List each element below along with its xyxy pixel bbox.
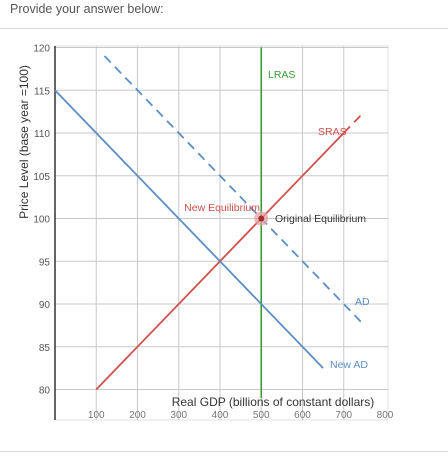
y-tick-label: 110	[34, 129, 50, 140]
series-new-ad-line	[54, 89, 324, 369]
divider	[0, 28, 448, 29]
x-axis-label: Real GDP (billions of constant dollars)	[172, 395, 375, 409]
y-tick-label: 80	[39, 386, 51, 397]
marks	[254, 211, 269, 226]
equilibrium-point	[258, 215, 265, 222]
label-lras: LRAS	[268, 69, 295, 81]
ticks: 80 85 90 95 100 105 110 115 120 100 200 300 400 500 60…	[33, 44, 393, 422]
label-new-equilibrium: New Equilibrium	[184, 202, 260, 214]
x-tick-label: 600	[294, 410, 311, 421]
x-tick-label: 800	[377, 410, 394, 421]
label-ad: AD	[355, 296, 370, 308]
divider	[0, 451, 448, 452]
y-tick-label: 100	[33, 215, 50, 226]
curve-labels: LRAS SRAS AD New AD New Equilibrium Original …	[184, 69, 370, 371]
x-tick-label: 500	[253, 410, 270, 421]
label-sras: SRAS	[318, 126, 347, 138]
y-tick-label: 90	[39, 300, 51, 311]
series-ad-dashed-line	[103, 55, 366, 326]
x-tick-label: 300	[170, 410, 187, 421]
x-tick-label: 200	[129, 410, 146, 421]
y-tick-label: 85	[39, 343, 51, 354]
x-tick-label: 700	[335, 410, 352, 421]
x-tick-label: 100	[88, 410, 105, 421]
prompt-text: Provide your answer below:	[10, 2, 164, 16]
y-tick-label: 105	[33, 172, 50, 183]
y-tick-label: 95	[39, 257, 51, 268]
x-tick-label: 400	[212, 410, 229, 421]
y-tick-label: 115	[34, 86, 50, 97]
label-original-equilibrium: Original Equilibrium	[275, 213, 366, 225]
y-axis-label: Price Level (base year =100)	[17, 65, 31, 219]
series-sras-dashed-line	[343, 111, 366, 134]
y-tick-label: 120	[33, 44, 50, 55]
label-new-ad: New AD	[330, 359, 368, 371]
